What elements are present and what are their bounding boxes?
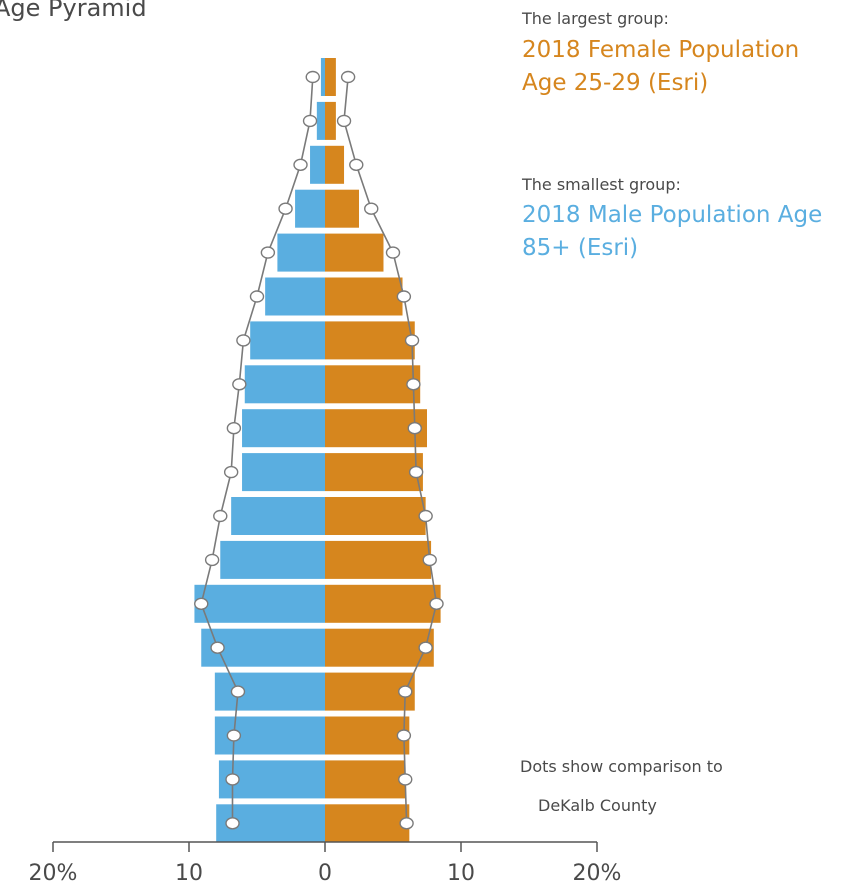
female-comparison-dot [336,114,352,128]
male-comparison-dot [225,773,240,786]
male-comparison-dot [226,729,242,742]
male-comparison-dot [226,422,242,435]
male-comparison-dot [225,817,240,830]
female-comparison-dot [396,290,412,303]
female-bar [325,145,345,184]
female-bar [325,760,406,799]
male-comparison-dot [293,158,308,172]
female-comparison-dot [406,378,421,391]
male-bar [316,101,325,140]
male-comparison-dot [305,70,320,84]
male-bar [242,409,325,448]
male-bar [194,584,325,623]
female-bar [325,233,384,272]
female-bar [325,584,441,623]
female-bar [325,189,359,228]
male-bar [320,58,325,96]
female-bar [325,277,403,316]
male-comparison-dot [278,202,293,215]
female-bar [325,58,336,96]
female-comparison-dot [418,641,433,654]
male-bar [242,453,325,492]
female-comparison-dot [404,334,420,347]
male-comparison-dot [223,465,239,479]
male-bar [295,189,325,228]
female-bar [325,321,415,360]
male-comparison-dot [260,246,276,259]
female-bar [325,101,336,140]
female-bar [325,804,410,843]
female-comparison-dot [364,202,379,215]
female-comparison-dot [407,422,422,435]
comparison-lines-layer [200,76,438,824]
male-comparison-dot [302,114,318,128]
female-comparison-dot [408,465,424,479]
x-axis: 20% 10 0 10 20% [29,841,622,886]
x-tick-label: 20% [573,861,622,886]
largest-group-label: The largest group: [522,9,669,28]
comparison-dots-layer [194,70,444,830]
female-comparison-dot [398,685,413,698]
smallest-group-label: The smallest group: [522,175,681,194]
male-comparison-dot [210,641,225,654]
male-comparison-dot [249,290,265,303]
male-comparison-dot [236,334,251,347]
comparison-note-line1: Dots show comparison to [520,757,723,776]
x-tick-label: 20% [29,861,78,886]
female-comparison-dot [429,597,444,610]
male-comparison-dot [194,597,209,610]
male-bar [265,277,325,316]
female-comparison-dot [340,70,356,84]
female-comparison-dot [385,246,401,259]
female-comparison-dot [396,729,412,742]
male-comparison-dot [204,553,220,567]
female-bar [325,540,432,579]
female-comparison-dot [399,817,414,830]
male-bar [231,497,325,535]
female-comparison-dot [418,509,433,523]
male-comparison-dot [230,685,246,698]
female-comparison-line [343,76,438,824]
female-bar [325,497,426,535]
female-comparison-dot [422,553,437,567]
largest-group-value: 2018 Female Population Age 25-29 (Esri) [522,37,800,96]
female-bar [325,365,421,404]
female-bar [325,716,410,755]
bars-layer [194,58,441,843]
x-tick-label: 10 [447,861,475,886]
male-bar [277,233,325,272]
male-bar [250,321,325,360]
smallest-group-value: 2018 Male Population Age 85+ (Esri) [522,202,823,261]
female-comparison-dot [398,773,413,786]
female-bar [325,628,434,667]
chart-title: Age Pyramid [0,0,147,22]
female-bar [325,453,423,492]
male-bar [220,540,325,579]
male-comparison-dot [232,378,247,391]
male-bar [310,145,325,184]
x-tick-label: 0 [318,861,332,886]
male-bar [244,365,325,404]
comparison-note-line2: DeKalb County [538,796,657,815]
x-tick-label: 10 [175,861,203,886]
female-comparison-dot [349,158,364,172]
male-comparison-dot [213,509,228,523]
male-comparison-line [200,76,314,824]
